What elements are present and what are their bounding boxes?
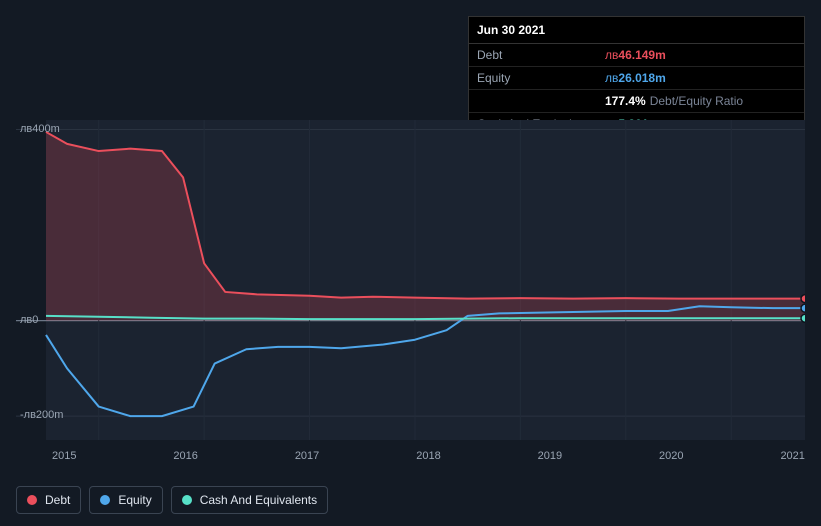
x-axis-label: 2019 xyxy=(538,450,562,462)
x-axis-label: 2017 xyxy=(295,450,319,462)
tooltip-row-label xyxy=(477,94,605,108)
legend-label: Cash And Equivalents xyxy=(200,493,317,507)
legend-item[interactable]: Equity xyxy=(89,486,162,514)
x-axis-label: 2016 xyxy=(173,450,197,462)
tooltip-row-value: лв26.018m xyxy=(605,71,796,85)
tooltip-row: 177.4%Debt/Equity Ratio xyxy=(469,90,804,113)
legend-item[interactable]: Debt xyxy=(16,486,81,514)
x-axis-label: 2018 xyxy=(416,450,440,462)
financial-chart[interactable]: лв400mлв0-лв200m 20152016201720182019202… xyxy=(16,120,805,440)
tooltip-row-value: 177.4%Debt/Equity Ratio xyxy=(605,94,796,108)
tooltip-row: Equityлв26.018m xyxy=(469,67,804,90)
tooltip-row-value: лв46.149m xyxy=(605,48,796,62)
x-axis-label: 2015 xyxy=(52,450,76,462)
y-axis-label: лв400m xyxy=(20,123,60,135)
tooltip-row-label: Equity xyxy=(477,71,605,85)
y-axis-label: -лв200m xyxy=(20,409,63,421)
tooltip-row-label: Debt xyxy=(477,48,605,62)
legend-label: Debt xyxy=(45,493,70,507)
legend-label: Equity xyxy=(118,493,151,507)
chart-legend: Debt Equity Cash And Equivalents xyxy=(16,486,328,514)
chart-tooltip: Jun 30 2021 Debtлв46.149mEquityлв26.018m… xyxy=(468,16,805,136)
y-axis-label: лв0 xyxy=(20,314,38,326)
chart-plot xyxy=(16,120,805,440)
legend-swatch xyxy=(182,495,192,505)
x-axis-label: 2021 xyxy=(780,450,804,462)
legend-swatch xyxy=(100,495,110,505)
tooltip-row: Debtлв46.149m xyxy=(469,44,804,67)
legend-item[interactable]: Cash And Equivalents xyxy=(171,486,328,514)
x-axis-label: 2020 xyxy=(659,450,683,462)
tooltip-title: Jun 30 2021 xyxy=(469,17,804,44)
legend-swatch xyxy=(27,495,37,505)
x-axis-labels: 2015 2016 2017 2018 2019 2020 2021 xyxy=(52,450,805,462)
